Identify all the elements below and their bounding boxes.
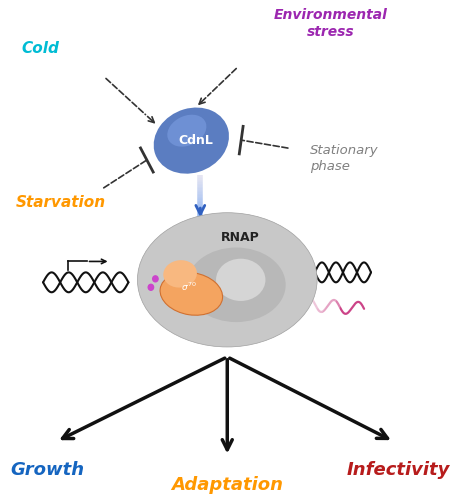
Ellipse shape [140,210,315,340]
Ellipse shape [137,212,317,347]
Ellipse shape [106,186,348,364]
Text: CdnL: CdnL [178,134,213,147]
Text: Growth: Growth [11,460,85,478]
Ellipse shape [163,260,197,287]
Ellipse shape [216,258,266,301]
Text: Cold: Cold [22,41,60,56]
Ellipse shape [187,248,286,322]
Ellipse shape [126,200,328,350]
Ellipse shape [160,272,223,315]
Ellipse shape [167,114,207,146]
Text: $\sigma^{70}$: $\sigma^{70}$ [181,281,197,293]
Circle shape [153,276,158,282]
Text: Infectivity: Infectivity [346,460,450,478]
Ellipse shape [146,215,308,334]
Text: Starvation: Starvation [16,196,106,210]
Ellipse shape [154,108,229,174]
Ellipse shape [113,190,342,360]
Text: Adaptation: Adaptation [171,476,283,494]
Text: Environmental
stress: Environmental stress [274,8,388,40]
Circle shape [148,284,153,290]
Text: RNAP: RNAP [221,231,260,244]
Ellipse shape [120,196,335,354]
Text: Stationary
phase: Stationary phase [310,144,379,172]
Ellipse shape [133,205,322,344]
